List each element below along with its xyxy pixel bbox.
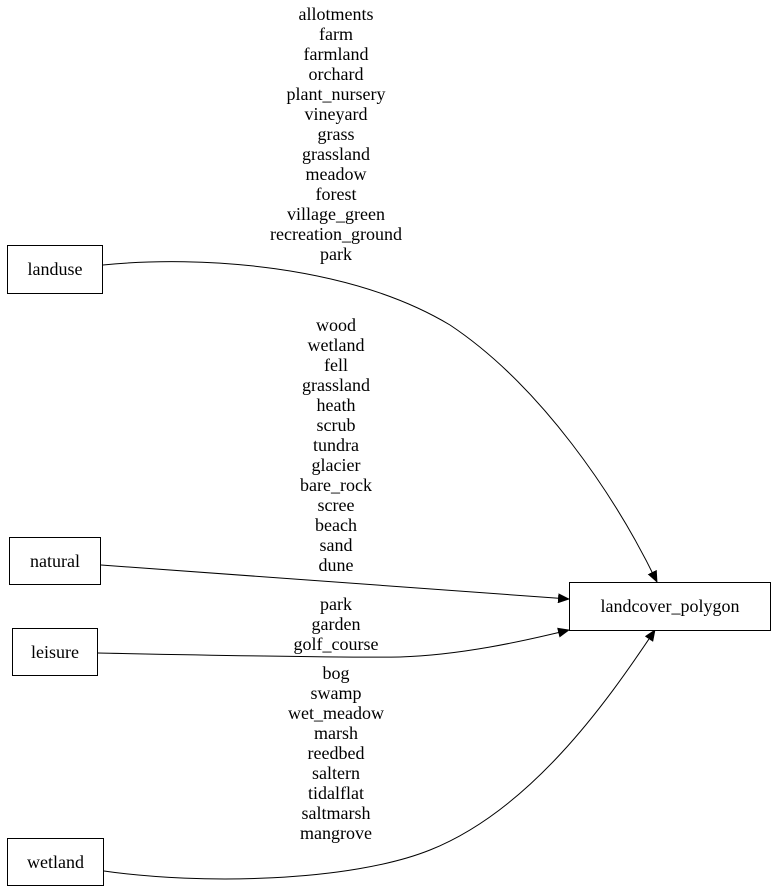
- node-leisure: leisure: [12, 628, 98, 676]
- node-landuse: landuse: [7, 245, 103, 294]
- edge-label-line: grassland: [302, 144, 370, 164]
- edge-label-line: tundra: [313, 435, 359, 455]
- edge-label-line: plant_nursery: [286, 84, 386, 104]
- edge-label-natural: wood wetland fell grassland heath scrub tundra…: [236, 315, 436, 575]
- edge-label-line: golf_course: [293, 634, 379, 654]
- edge-label-line: allotments: [298, 4, 374, 24]
- edge-label-line: sand: [319, 535, 353, 555]
- edge-label-line: wetland: [307, 335, 365, 355]
- edge-label-line: bog: [322, 663, 350, 683]
- edge-label-line: scree: [317, 495, 355, 515]
- edge-label-line: park: [320, 594, 352, 614]
- edge-label-line: village_green: [287, 204, 385, 224]
- edge-natural: [100, 564, 570, 604]
- node-landcover-polygon: landcover_polygon: [569, 582, 771, 631]
- edge-label-line: vineyard: [304, 104, 368, 124]
- edge-label-wetland: bog swamp wet_meadow marsh reedbed saltern tid…: [236, 663, 436, 843]
- edge-label-line: beach: [315, 515, 357, 535]
- edge-landuse: [102, 261, 658, 583]
- edge-label-line: mangrove: [300, 823, 372, 843]
- edge-label-line: glacier: [311, 455, 361, 475]
- edge-label-line: fell: [324, 355, 348, 375]
- edge-label-line: farmland: [303, 44, 369, 64]
- edge-label-line: saltern: [312, 763, 360, 783]
- edge-label-line: swamp: [310, 683, 362, 703]
- edge-label-line: park: [320, 244, 352, 264]
- edge-label-line: scrub: [316, 415, 356, 435]
- edge-label-line: tidalflat: [308, 783, 364, 803]
- edge-label-line: reedbed: [307, 743, 365, 763]
- edge-label-line: grassland: [302, 375, 370, 395]
- edge-wetland: [103, 629, 656, 880]
- edge-label-line: dune: [318, 555, 354, 575]
- edge-label-line: bare_rock: [300, 475, 372, 495]
- edge-label-line: heath: [316, 395, 356, 415]
- edge-label-line: wood: [316, 315, 356, 335]
- edge-label-line: garden: [311, 614, 361, 634]
- edge-label-line: farm: [319, 24, 353, 44]
- edge-label-line: marsh: [314, 723, 358, 743]
- edge-leisure: [97, 627, 570, 658]
- edge-label-line: grass: [317, 124, 355, 144]
- edge-label-line: forest: [315, 184, 357, 204]
- edge-label-leisure: park garden golf_course: [236, 594, 436, 654]
- edge-label-line: saltmarsh: [301, 803, 371, 823]
- edge-label-line: orchard: [308, 64, 364, 84]
- edge-label-landuse: allotments farm farmland orchard plant_nurse…: [236, 4, 436, 264]
- edge-label-line: recreation_ground: [270, 224, 402, 244]
- node-natural: natural: [9, 537, 101, 585]
- edge-label-line: wet_meadow: [288, 703, 384, 723]
- node-wetland: wetland: [7, 838, 104, 886]
- edge-label-line: meadow: [305, 164, 367, 184]
